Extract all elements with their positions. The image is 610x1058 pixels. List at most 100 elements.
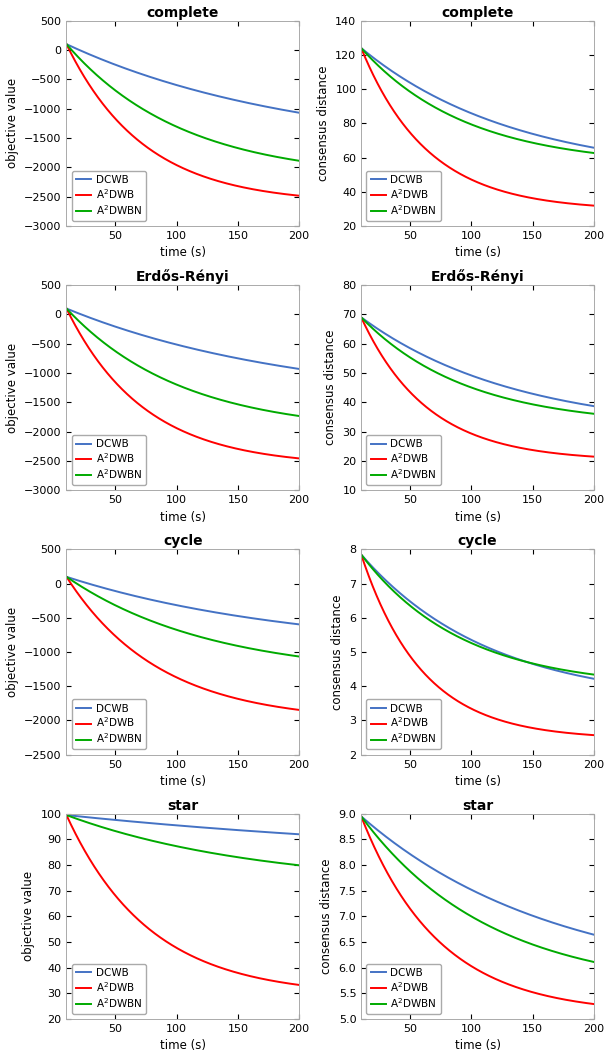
A$^2$DWBN bbox=[584, 146, 591, 159]
DCWB bbox=[584, 399, 591, 412]
A$^2$DWB bbox=[540, 445, 548, 458]
A$^2$DWB bbox=[176, 423, 183, 436]
A$^2$DWB bbox=[289, 452, 296, 464]
A$^2$DWBN bbox=[289, 650, 296, 662]
A$^2$DWB bbox=[170, 158, 177, 170]
A$^2$DWBN bbox=[540, 943, 548, 955]
DCWB bbox=[590, 928, 598, 941]
Line: A$^2$DWB: A$^2$DWB bbox=[361, 554, 594, 735]
Line: A$^2$DWBN: A$^2$DWBN bbox=[66, 44, 299, 161]
A$^2$DWBN bbox=[357, 41, 365, 54]
Line: DCWB: DCWB bbox=[66, 44, 299, 113]
A$^2$DWB bbox=[370, 838, 377, 851]
DCWB bbox=[289, 827, 296, 840]
Title: complete: complete bbox=[146, 5, 219, 19]
Line: DCWB: DCWB bbox=[361, 817, 594, 934]
A$^2$DWB bbox=[246, 182, 253, 195]
A$^2$DWBN bbox=[63, 38, 70, 51]
A$^2$DWBN bbox=[289, 858, 296, 871]
X-axis label: time (s): time (s) bbox=[160, 1039, 206, 1053]
X-axis label: time (s): time (s) bbox=[454, 776, 501, 788]
Line: DCWB: DCWB bbox=[361, 317, 594, 406]
A$^2$DWBN bbox=[471, 912, 478, 925]
Y-axis label: consensus distance: consensus distance bbox=[331, 595, 343, 710]
A$^2$DWB bbox=[584, 997, 591, 1009]
A$^2$DWB bbox=[464, 171, 472, 184]
A$^2$DWBN bbox=[289, 153, 296, 166]
A$^2$DWB bbox=[289, 978, 296, 990]
Legend: DCWB, A$^2$DWB, A$^2$DWBN: DCWB, A$^2$DWB, A$^2$DWBN bbox=[367, 964, 441, 1014]
DCWB bbox=[370, 51, 377, 63]
A$^2$DWBN bbox=[590, 147, 598, 160]
A$^2$DWB bbox=[63, 808, 70, 821]
Title: Erdős-Rényi: Erdős-Rényi bbox=[431, 269, 525, 284]
A$^2$DWBN bbox=[370, 54, 377, 67]
A$^2$DWBN bbox=[540, 660, 548, 673]
DCWB bbox=[584, 140, 591, 152]
A$^2$DWBN bbox=[583, 954, 590, 967]
A$^2$DWBN bbox=[289, 650, 296, 662]
Line: A$^2$DWB: A$^2$DWB bbox=[361, 48, 594, 205]
A$^2$DWBN bbox=[176, 380, 183, 393]
A$^2$DWBN bbox=[289, 408, 296, 421]
Line: A$^2$DWB: A$^2$DWB bbox=[361, 817, 594, 1004]
DCWB bbox=[176, 819, 183, 832]
DCWB bbox=[590, 142, 598, 154]
DCWB bbox=[471, 370, 478, 383]
DCWB bbox=[583, 399, 590, 412]
Title: star: star bbox=[462, 799, 493, 813]
DCWB bbox=[74, 574, 82, 587]
A$^2$DWBN bbox=[464, 116, 472, 129]
A$^2$DWBN bbox=[590, 669, 598, 681]
Legend: DCWB, A$^2$DWB, A$^2$DWBN: DCWB, A$^2$DWB, A$^2$DWBN bbox=[367, 435, 441, 485]
A$^2$DWBN bbox=[464, 908, 472, 920]
A$^2$DWB bbox=[370, 581, 377, 594]
Line: DCWB: DCWB bbox=[361, 554, 594, 679]
DCWB bbox=[540, 661, 548, 674]
DCWB bbox=[584, 927, 591, 940]
Line: A$^2$DWB: A$^2$DWB bbox=[361, 317, 594, 457]
DCWB bbox=[471, 108, 478, 121]
DCWB bbox=[464, 368, 472, 381]
DCWB bbox=[357, 41, 365, 54]
A$^2$DWBN bbox=[246, 401, 253, 414]
A$^2$DWB bbox=[63, 303, 70, 315]
A$^2$DWB bbox=[170, 670, 177, 682]
X-axis label: time (s): time (s) bbox=[454, 247, 501, 259]
A$^2$DWB bbox=[176, 673, 183, 686]
A$^2$DWBN bbox=[584, 954, 591, 967]
DCWB bbox=[170, 78, 177, 91]
A$^2$DWB bbox=[170, 420, 177, 433]
A$^2$DWB bbox=[289, 978, 296, 990]
A$^2$DWBN bbox=[63, 303, 70, 315]
DCWB bbox=[246, 354, 253, 367]
A$^2$DWBN bbox=[176, 840, 183, 853]
A$^2$DWBN bbox=[176, 624, 183, 637]
A$^2$DWB bbox=[289, 452, 296, 464]
A$^2$DWBN bbox=[176, 122, 183, 134]
DCWB bbox=[246, 824, 253, 837]
DCWB bbox=[170, 598, 177, 610]
A$^2$DWB bbox=[295, 979, 303, 991]
A$^2$DWBN bbox=[471, 120, 478, 132]
Title: complete: complete bbox=[442, 5, 514, 19]
A$^2$DWB bbox=[584, 450, 591, 462]
A$^2$DWBN bbox=[540, 400, 548, 413]
A$^2$DWB bbox=[63, 38, 70, 51]
A$^2$DWB bbox=[464, 426, 472, 439]
Line: A$^2$DWB: A$^2$DWB bbox=[66, 577, 299, 710]
DCWB bbox=[295, 107, 303, 120]
A$^2$DWB bbox=[583, 997, 590, 1009]
DCWB bbox=[357, 548, 365, 561]
A$^2$DWBN bbox=[289, 153, 296, 166]
DCWB bbox=[295, 363, 303, 376]
A$^2$DWB bbox=[590, 199, 598, 212]
DCWB bbox=[584, 671, 591, 683]
X-axis label: time (s): time (s) bbox=[160, 776, 206, 788]
A$^2$DWB bbox=[583, 450, 590, 462]
DCWB bbox=[63, 38, 70, 51]
DCWB bbox=[289, 617, 296, 630]
Line: A$^2$DWB: A$^2$DWB bbox=[66, 815, 299, 985]
DCWB bbox=[464, 881, 472, 894]
A$^2$DWBN bbox=[170, 377, 177, 389]
